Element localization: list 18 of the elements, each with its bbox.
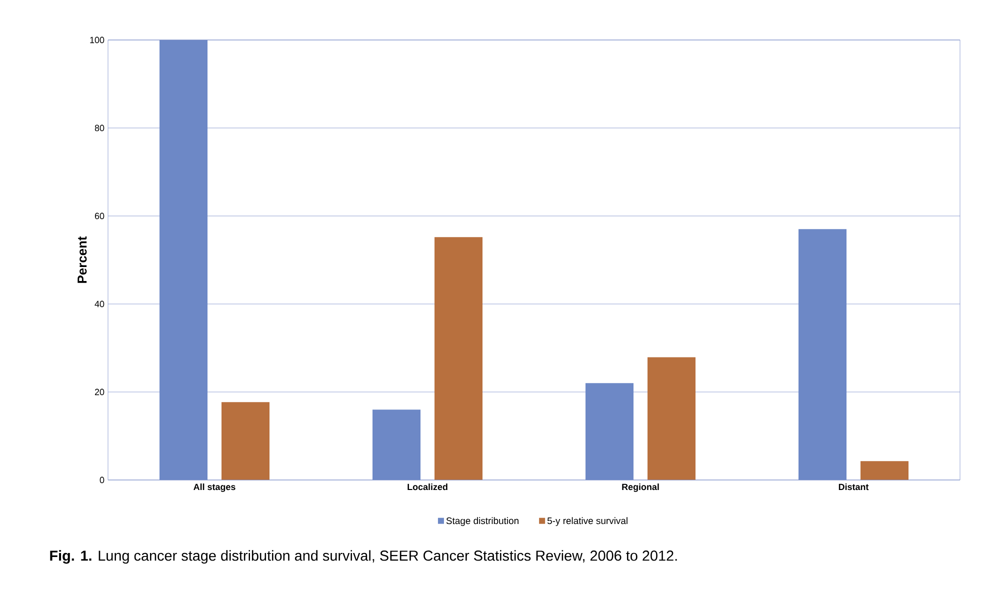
y-axis-title: Percent — [78, 236, 87, 283]
bar — [222, 402, 270, 480]
x-tick-label: Localized — [408, 484, 448, 490]
y-tick-label: 0 — [100, 476, 104, 484]
bar — [648, 357, 696, 480]
y-tick-label: 20 — [94, 388, 104, 396]
y-tick-label: 80 — [94, 124, 104, 132]
x-tick-label: Distant — [838, 484, 869, 490]
y-tick-label: 40 — [94, 300, 104, 308]
bar — [434, 237, 483, 480]
legend-label: Stage distribution — [446, 517, 518, 526]
y-tick-label: 60 — [94, 212, 104, 220]
bar — [860, 461, 909, 480]
x-tick-label: Regional — [622, 484, 659, 492]
text: Fig. 1. Lung cancer stage distribution and survival, SEER Cancer Statistics Review, 2006 to 2012. — [50, 550, 677, 564]
x-tick-label: All stages — [194, 484, 236, 492]
y-tick-label: 100 — [90, 36, 104, 44]
legend-label: 5-y relative survival — [547, 517, 628, 526]
